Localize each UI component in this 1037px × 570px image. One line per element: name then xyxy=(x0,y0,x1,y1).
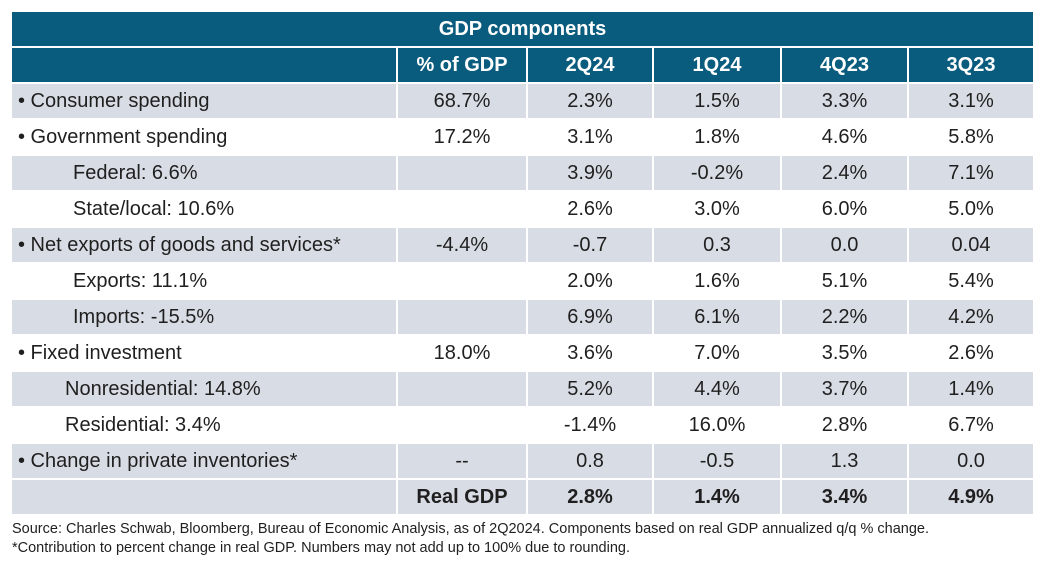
cell-2q24: 2.6% xyxy=(528,192,652,226)
row-label: • Change in private inventories* xyxy=(12,444,396,478)
column-header-1q24: 1Q24 xyxy=(654,48,780,82)
cell-2q24: -0.7 xyxy=(528,228,652,262)
cell-4q23: 2.4% xyxy=(782,156,907,190)
cell-1q24: 4.4% xyxy=(654,372,780,406)
cell-2q24: 3.1% xyxy=(528,120,652,154)
column-header-2q24: 2Q24 xyxy=(528,48,652,82)
table-row: Imports: -15.5% 6.9% 6.1% 2.2% 4.2% xyxy=(12,300,1034,334)
cell-4q23: 2.2% xyxy=(782,300,907,334)
cell-3q23: 3.1% xyxy=(909,84,1034,118)
total-row-label: Real GDP xyxy=(398,480,526,514)
cell-2q24: 6.9% xyxy=(528,300,652,334)
cell-2q24: -1.4% xyxy=(528,408,652,442)
gdp-components-table: GDP components % of GDP 2Q24 1Q24 4Q23 3… xyxy=(10,10,1035,516)
cell-1q24: 7.0% xyxy=(654,336,780,370)
gdp-table-container: GDP components % of GDP 2Q24 1Q24 4Q23 3… xyxy=(12,12,1034,516)
table-row: • Consumer spending 68.7% 2.3% 1.5% 3.3%… xyxy=(12,84,1034,118)
table-row: • Fixed investment 18.0% 3.6% 7.0% 3.5% … xyxy=(12,336,1034,370)
cell-1q24: 1.6% xyxy=(654,264,780,298)
footnotes: Source: Charles Schwab, Bloomberg, Burea… xyxy=(12,520,1032,558)
footnote: *Contribution to percent change in real … xyxy=(12,540,630,556)
total-4q23: 3.4% xyxy=(782,480,907,514)
cell-pct-gdp: 17.2% xyxy=(398,120,526,154)
row-label: Exports: 11.1% xyxy=(12,264,396,298)
table-row: Federal: 6.6% 3.9% -0.2% 2.4% 7.1% xyxy=(12,156,1034,190)
table-title: GDP components xyxy=(12,12,1034,46)
column-header-4q23: 4Q23 xyxy=(782,48,907,82)
cell-1q24: 1.8% xyxy=(654,120,780,154)
total-row-blank xyxy=(12,480,396,514)
row-label: Imports: -15.5% xyxy=(12,300,396,334)
cell-1q24: 6.1% xyxy=(654,300,780,334)
cell-3q23: 0.04 xyxy=(909,228,1034,262)
cell-pct-gdp xyxy=(398,192,526,226)
cell-3q23: 0.0 xyxy=(909,444,1034,478)
table-row: Exports: 11.1% 2.0% 1.6% 5.1% 5.4% xyxy=(12,264,1034,298)
cell-pct-gdp: -4.4% xyxy=(398,228,526,262)
cell-2q24: 5.2% xyxy=(528,372,652,406)
cell-pct-gdp xyxy=(398,156,526,190)
column-header-label xyxy=(12,48,396,82)
cell-1q24: 0.3 xyxy=(654,228,780,262)
cell-2q24: 3.9% xyxy=(528,156,652,190)
total-3q23: 4.9% xyxy=(909,480,1034,514)
cell-2q24: 2.3% xyxy=(528,84,652,118)
cell-4q23: 2.8% xyxy=(782,408,907,442)
table-row: • Change in private inventories* -- 0.8 … xyxy=(12,444,1034,478)
cell-3q23: 5.8% xyxy=(909,120,1034,154)
table-row: • Government spending 17.2% 3.1% 1.8% 4.… xyxy=(12,120,1034,154)
row-label: Nonresidential: 14.8% xyxy=(12,372,396,406)
cell-4q23: 0.0 xyxy=(782,228,907,262)
cell-1q24: -0.2% xyxy=(654,156,780,190)
row-label: • Consumer spending xyxy=(12,84,396,118)
cell-3q23: 4.2% xyxy=(909,300,1034,334)
cell-3q23: 5.4% xyxy=(909,264,1034,298)
cell-1q24: -0.5 xyxy=(654,444,780,478)
column-header-pct-gdp: % of GDP xyxy=(398,48,526,82)
cell-pct-gdp xyxy=(398,264,526,298)
table-row: State/local: 10.6% 2.6% 3.0% 6.0% 5.0% xyxy=(12,192,1034,226)
cell-1q24: 3.0% xyxy=(654,192,780,226)
table-row: Nonresidential: 14.8% 5.2% 4.4% 3.7% 1.4… xyxy=(12,372,1034,406)
cell-3q23: 6.7% xyxy=(909,408,1034,442)
cell-pct-gdp xyxy=(398,408,526,442)
row-label: • Fixed investment xyxy=(12,336,396,370)
cell-3q23: 5.0% xyxy=(909,192,1034,226)
table-row: • Net exports of goods and services* -4.… xyxy=(12,228,1034,262)
cell-3q23: 1.4% xyxy=(909,372,1034,406)
cell-4q23: 3.3% xyxy=(782,84,907,118)
total-1q24: 1.4% xyxy=(654,480,780,514)
total-2q24: 2.8% xyxy=(528,480,652,514)
source-note: Source: Charles Schwab, Bloomberg, Burea… xyxy=(12,521,929,537)
cell-4q23: 6.0% xyxy=(782,192,907,226)
cell-4q23: 1.3 xyxy=(782,444,907,478)
cell-4q23: 4.6% xyxy=(782,120,907,154)
row-label: Residential: 3.4% xyxy=(12,408,396,442)
column-header-3q23: 3Q23 xyxy=(909,48,1034,82)
cell-pct-gdp xyxy=(398,300,526,334)
row-label: • Net exports of goods and services* xyxy=(12,228,396,262)
cell-pct-gdp: -- xyxy=(398,444,526,478)
cell-3q23: 7.1% xyxy=(909,156,1034,190)
cell-pct-gdp: 18.0% xyxy=(398,336,526,370)
cell-4q23: 3.5% xyxy=(782,336,907,370)
cell-pct-gdp: 68.7% xyxy=(398,84,526,118)
column-header-row: % of GDP 2Q24 1Q24 4Q23 3Q23 xyxy=(12,48,1034,82)
total-row: Real GDP 2.8% 1.4% 3.4% 4.9% xyxy=(12,480,1034,514)
table-row: Residential: 3.4% -1.4% 16.0% 2.8% 6.7% xyxy=(12,408,1034,442)
cell-1q24: 16.0% xyxy=(654,408,780,442)
cell-1q24: 1.5% xyxy=(654,84,780,118)
cell-pct-gdp xyxy=(398,372,526,406)
cell-2q24: 0.8 xyxy=(528,444,652,478)
row-label: Federal: 6.6% xyxy=(12,156,396,190)
cell-2q24: 3.6% xyxy=(528,336,652,370)
cell-2q24: 2.0% xyxy=(528,264,652,298)
cell-4q23: 5.1% xyxy=(782,264,907,298)
row-label: • Government spending xyxy=(12,120,396,154)
row-label: State/local: 10.6% xyxy=(12,192,396,226)
cell-3q23: 2.6% xyxy=(909,336,1034,370)
cell-4q23: 3.7% xyxy=(782,372,907,406)
